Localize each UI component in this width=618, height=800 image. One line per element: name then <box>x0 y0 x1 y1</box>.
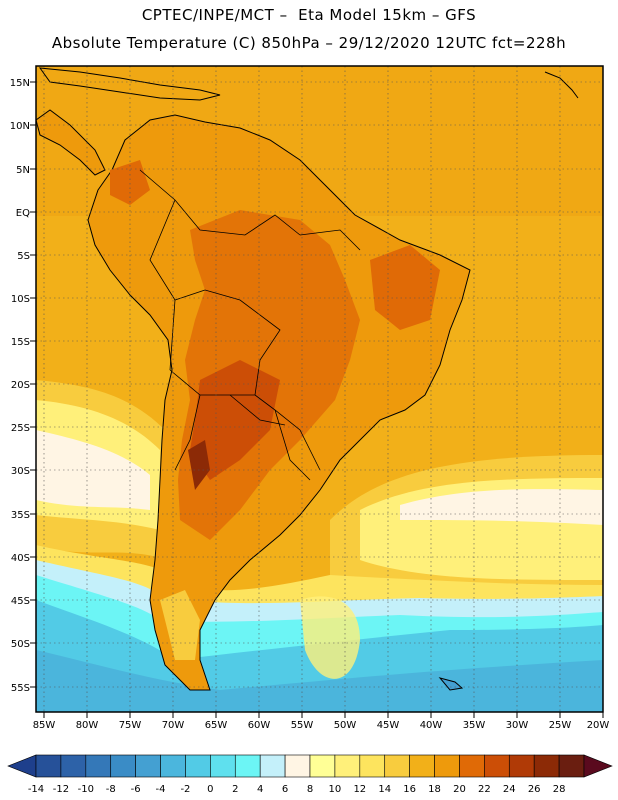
lesser-antilles <box>544 71 579 99</box>
colorbar-high-arrow <box>583 754 613 778</box>
falkland-islands <box>438 677 464 691</box>
colorbar-swatch <box>434 754 460 778</box>
colorbar-label: -2 <box>180 784 190 795</box>
lat-labels: 15N 10N 5N EQ 5S 10S 15S 20S 25S 30S 35S… <box>10 78 30 694</box>
lon-label: 45W <box>377 720 400 731</box>
colorbar-swatch <box>135 754 161 778</box>
colorbar-swatch <box>459 754 485 778</box>
colorbar-label: 8 <box>307 784 313 795</box>
lat-label: 55S <box>11 683 30 694</box>
lon-label: 20W <box>587 720 610 731</box>
lon-label: 80W <box>76 720 99 731</box>
lon-label: 85W <box>33 720 56 731</box>
colorbar-label: 0 <box>207 784 213 795</box>
lat-label: 20S <box>11 380 30 391</box>
warm-tongue-south-atlantic <box>300 596 360 679</box>
lat-label: 15N <box>10 78 30 89</box>
lon-label: 50W <box>334 720 357 731</box>
lat-label: 15S <box>11 337 30 348</box>
colorbar-swatch <box>558 754 585 778</box>
colorbar-swatch <box>85 754 112 778</box>
colorbar-swatch <box>384 754 410 778</box>
axis-ticks <box>30 81 604 718</box>
colorbar-swatch <box>210 754 236 778</box>
colorbar-label: 4 <box>257 784 263 795</box>
lat-label: EQ <box>16 208 30 219</box>
colorbar-label: -10 <box>78 784 94 795</box>
chart-title: CPTEC/INPE/MCT – Eta Model 15km – GFS <box>141 6 477 24</box>
lon-label: 40W <box>420 720 443 731</box>
colorbar-label: 6 <box>282 784 288 795</box>
colorbar-swatch <box>334 754 361 778</box>
hot-colombia <box>110 160 150 205</box>
colorbar-label: 24 <box>503 784 516 795</box>
lon-label: 60W <box>248 720 271 731</box>
lat-label: 5N <box>16 165 30 176</box>
lon-label: 25W <box>549 720 572 731</box>
band-8c-east <box>400 489 603 525</box>
colorbar-swatch <box>533 754 560 778</box>
colorbar-label: 2 <box>232 784 238 795</box>
colorbar-label: -12 <box>53 784 69 795</box>
colorbar-low-arrow <box>7 754 37 778</box>
colorbar-swatch <box>185 754 211 778</box>
chart-subtitle: Absolute Temperature (C) 850hPa – 29/12/… <box>51 34 567 52</box>
lat-lon-grid <box>36 66 603 712</box>
colorbar-swatch <box>309 754 336 778</box>
hot-spot-26c <box>188 440 210 490</box>
lon-label: 65W <box>205 720 228 731</box>
colorbar-label: -4 <box>156 784 166 795</box>
colorbar-swatch <box>409 754 435 778</box>
lat-label: 10S <box>11 294 30 305</box>
country-borders <box>139 169 361 481</box>
lon-label: 70W <box>162 720 185 731</box>
lat-label: 5S <box>17 251 30 262</box>
lat-label: 25S <box>11 423 30 434</box>
hot-northeast-brazil <box>370 245 440 330</box>
lat-label: 30S <box>11 466 30 477</box>
lat-label: 40S <box>11 553 30 564</box>
colorbar-label: 12 <box>353 784 366 795</box>
caribbean-coast <box>38 67 221 101</box>
colorbar-label: -14 <box>28 784 44 795</box>
colorbar-swatch <box>484 754 510 778</box>
colorbar: -14 -12 -10 -8 -6 -4 -2 0 2 4 6 8 10 12 14 16 18 20 22 24 26… <box>7 754 613 795</box>
colorbar-label: 28 <box>553 784 566 795</box>
band-8c-west <box>36 430 150 510</box>
colorbar-swatch <box>160 754 186 778</box>
colorbar-label: 14 <box>378 784 391 795</box>
lat-label: 45S <box>11 596 30 607</box>
lon-labels: 85W 80W 75W 70W 65W 60W 55W 50W 45W 40W … <box>33 720 610 731</box>
hot-core-24c <box>190 360 280 480</box>
lat-label: 10N <box>10 121 30 132</box>
colorbar-label: 18 <box>428 784 441 795</box>
colorbar-swatch <box>60 754 87 778</box>
map-frame <box>35 65 604 713</box>
colorbar-swatch <box>284 754 311 778</box>
lon-label: 30W <box>506 720 529 731</box>
lon-label: 55W <box>291 720 314 731</box>
colorbar-label: 26 <box>528 784 541 795</box>
lon-label: 35W <box>463 720 486 731</box>
colorbar-swatch <box>35 754 62 778</box>
colorbar-swatch <box>259 754 286 778</box>
patagonia-cooler <box>160 590 200 660</box>
colorbar-swatch <box>508 754 535 778</box>
lat-label: 35S <box>11 510 30 521</box>
colorbar-label: -6 <box>131 784 141 795</box>
colorbar-label: 10 <box>329 784 342 795</box>
colorbar-swatch <box>234 754 261 778</box>
lon-label: 75W <box>119 720 142 731</box>
lat-label: 50S <box>11 639 30 650</box>
colorbar-label: 20 <box>453 784 466 795</box>
colorbar-label: -8 <box>106 784 116 795</box>
central-america <box>36 109 106 176</box>
band-m4c-south <box>36 650 603 712</box>
colorbar-swatch <box>110 754 136 778</box>
colorbar-label: 16 <box>403 784 416 795</box>
colorbar-label: 22 <box>478 784 491 795</box>
colorbar-swatch <box>359 754 386 778</box>
